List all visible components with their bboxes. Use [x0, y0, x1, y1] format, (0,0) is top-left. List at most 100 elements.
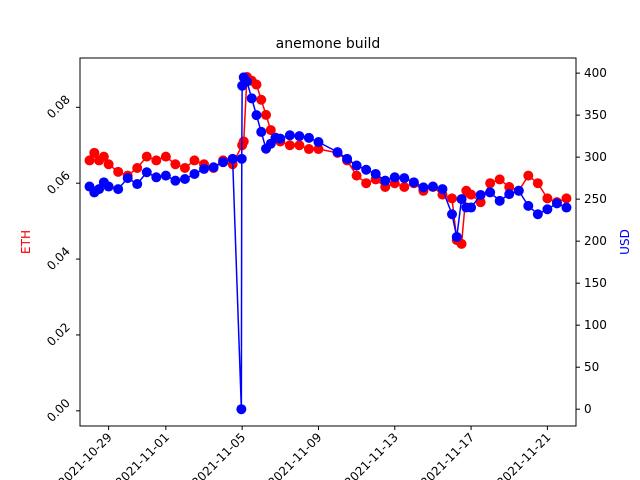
eth-point [179, 163, 190, 174]
eth-point [542, 193, 553, 204]
usd-point [218, 157, 229, 168]
right-tick-label: 0 [584, 402, 592, 416]
eth-point [151, 155, 162, 166]
left-tick-label: 0.00 [44, 396, 73, 425]
eth-point [523, 170, 534, 181]
usd-point [303, 132, 314, 143]
eth-point [284, 140, 295, 151]
chart-title: anemone build [276, 36, 381, 52]
left-y-axis: 0.00 0.02 0.04 0.06 0.08 [44, 92, 80, 425]
usd-point [542, 204, 553, 215]
eth-point [98, 151, 109, 162]
usd-point [408, 177, 419, 188]
eth-point [466, 189, 477, 200]
usd-point [361, 164, 372, 175]
right-tick-label: 150 [584, 276, 607, 290]
eth-point [238, 136, 249, 147]
eth-point [561, 193, 572, 204]
eth-point [494, 174, 505, 185]
usd-point [236, 404, 247, 415]
x-tick-label: 2021-11-17 [418, 430, 477, 480]
right-tick-label: 300 [584, 150, 607, 164]
usd-point [504, 189, 515, 200]
usd-series [84, 72, 572, 415]
usd-point [199, 163, 209, 174]
usd-point [332, 147, 343, 158]
usd-point [475, 189, 486, 200]
usd-point [141, 167, 152, 178]
eth-point [113, 166, 124, 177]
left-tick-label: 0.08 [44, 92, 73, 121]
eth-point [141, 151, 152, 162]
usd-point [251, 110, 262, 121]
usd-point [256, 126, 267, 137]
x-tick-label: 2021-11-01 [113, 430, 172, 480]
eth-point [532, 178, 543, 189]
eth-point [170, 159, 181, 170]
usd-point [561, 202, 572, 213]
left-tick-label: 0.02 [44, 320, 73, 349]
usd-point [246, 93, 257, 104]
right-y-axis-label: USD [618, 229, 632, 255]
usd-point [132, 179, 143, 190]
left-y-axis-label: ETH [19, 230, 33, 254]
usd-point [342, 153, 353, 164]
right-tick-label: 100 [584, 318, 607, 332]
eth-point [84, 155, 95, 166]
eth-point [261, 109, 271, 120]
usd-point [284, 130, 295, 141]
eth-point [351, 170, 362, 181]
eth-point [504, 181, 515, 192]
usd-point [122, 173, 133, 184]
usd-point [494, 195, 505, 206]
eth-point [485, 178, 496, 189]
usd-point [351, 160, 362, 171]
usd-point [451, 231, 462, 242]
eth-point [189, 155, 200, 166]
eth-point [251, 79, 262, 90]
usd-point [427, 181, 438, 192]
usd-point [551, 198, 562, 209]
eth-point [160, 151, 171, 162]
usd-point [236, 153, 247, 164]
right-y-axis: 0 50 100 150 200 250 300 350 400 [576, 66, 607, 416]
usd-point [447, 209, 457, 220]
left-tick-label: 0.04 [44, 244, 73, 273]
usd-line [88, 75, 567, 410]
right-tick-label: 200 [584, 234, 607, 248]
x-tick-label: 2021-11-21 [494, 430, 553, 480]
usd-point [313, 137, 324, 148]
right-tick-label: 400 [584, 66, 607, 80]
plot-frame [79, 57, 577, 427]
usd-point [189, 168, 200, 179]
x-tick-label: 2021-11-09 [265, 430, 324, 480]
usd-point [380, 175, 391, 186]
usd-point [466, 202, 477, 213]
usd-point [523, 200, 534, 211]
usd-point [485, 187, 496, 198]
eth-point [475, 197, 486, 208]
usd-point [513, 185, 524, 196]
x-tick-label: 2021-11-13 [342, 430, 401, 480]
eth-point [132, 163, 143, 174]
usd-point [113, 184, 124, 195]
right-tick-label: 50 [584, 360, 599, 374]
usd-point [103, 181, 114, 192]
usd-point [151, 172, 162, 183]
right-tick-label: 250 [584, 192, 607, 206]
eth-point [399, 181, 410, 192]
usd-point [179, 173, 190, 184]
left-tick-label: 0.06 [44, 168, 73, 197]
usd-point [160, 170, 171, 181]
right-tick-label: 350 [584, 108, 607, 122]
usd-point [241, 76, 252, 87]
eth-point [265, 125, 276, 136]
usd-point [437, 184, 448, 195]
usd-point [418, 182, 429, 193]
eth-point [294, 140, 305, 151]
usd-point [389, 172, 400, 183]
eth-series [84, 71, 572, 249]
x-tick-label: 2021-10-29 [56, 430, 115, 480]
